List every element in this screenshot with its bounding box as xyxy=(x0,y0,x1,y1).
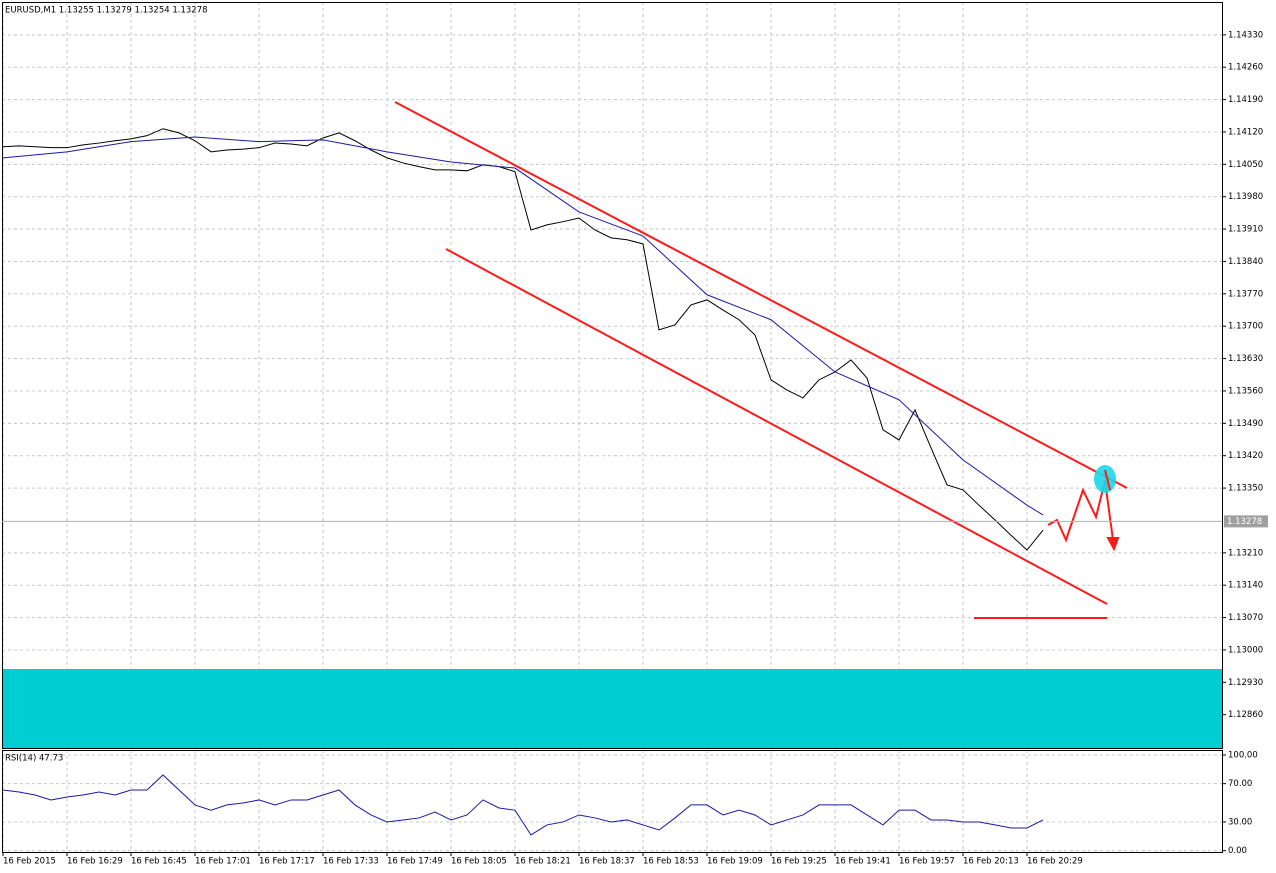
y-tick-label: 1.13980 xyxy=(1228,192,1263,202)
rsi-frame xyxy=(2,750,1223,853)
y-tick-label: 1.14050 xyxy=(1228,160,1263,170)
chart-title: EURUSD,M1 1.13255 1.13279 1.13254 1.1327… xyxy=(5,6,208,16)
y-tick-label: 1.13630 xyxy=(1228,354,1263,364)
x-tick-label: 16 Feb 16:29 xyxy=(67,857,123,867)
y-tick-label: 1.13490 xyxy=(1228,419,1263,429)
x-tick-label: 16 Feb 17:17 xyxy=(259,857,315,867)
x-tick-label: 16 Feb 2015 xyxy=(3,857,56,867)
touch-marker xyxy=(1094,465,1116,493)
x-tick-label: 16 Feb 18:37 xyxy=(579,857,635,867)
arrow-head xyxy=(1106,537,1120,552)
y-tick-label: 1.13840 xyxy=(1228,257,1263,267)
current-price-label: 1.13278 xyxy=(1227,517,1262,527)
trendline-lower xyxy=(445,248,1108,605)
x-tick-label: 16 Feb 19:25 xyxy=(771,857,827,867)
x-tick-label: 16 Feb 19:41 xyxy=(835,857,891,867)
x-tick-label: 16 Feb 18:53 xyxy=(643,857,699,867)
main-frame xyxy=(2,2,1223,749)
y-tick-label: 1.13420 xyxy=(1228,451,1263,461)
y-tick-label: 1.13350 xyxy=(1228,484,1263,494)
y-tick-label: 1.13070 xyxy=(1228,613,1263,623)
zone xyxy=(2,669,1222,748)
y-tick-label: 1.12930 xyxy=(1228,678,1263,688)
rsi-title: RSI(14) 47.73 xyxy=(5,754,63,764)
trendline-upper xyxy=(394,101,1128,489)
y-tick-label: 0.00 xyxy=(1228,846,1247,856)
x-tick-label: 16 Feb 18:21 xyxy=(515,857,571,867)
y-tick-label: 1.14260 xyxy=(1228,63,1263,73)
projection-touch xyxy=(1104,469,1111,491)
y-tick-label: 1.13210 xyxy=(1228,548,1263,558)
y-tick-label: 1.14330 xyxy=(1228,30,1263,40)
x-tick-label: 16 Feb 16:45 xyxy=(131,857,187,867)
x-tick-label: 16 Feb 20:13 xyxy=(963,857,1019,867)
y-tick-label: 30.00 xyxy=(1228,817,1252,827)
data-layer xyxy=(2,128,1044,836)
x-tick-label: 16 Feb 17:49 xyxy=(387,857,443,867)
frames xyxy=(2,2,1223,853)
y-tick-label: 1.13700 xyxy=(1228,322,1263,332)
moving-average xyxy=(2,136,1044,516)
y-tick-label: 1.12860 xyxy=(1228,710,1263,720)
x-tick-label: 16 Feb 19:09 xyxy=(707,857,763,867)
y-tick-label: 70.00 xyxy=(1228,779,1252,789)
y-tick-label: 1.14190 xyxy=(1228,95,1263,105)
y-tick-label: 1.13910 xyxy=(1228,225,1263,235)
grid-layer xyxy=(2,2,1222,852)
y-tick-label: 1.13000 xyxy=(1228,645,1263,655)
x-tick-label: 16 Feb 19:57 xyxy=(899,857,955,867)
rsi-line xyxy=(2,774,1044,836)
y-tick-label: 1.14120 xyxy=(1228,127,1263,137)
y-tick-label: 1.13770 xyxy=(1228,289,1263,299)
x-tick-label: 16 Feb 17:01 xyxy=(195,857,251,867)
x-tick-label: 16 Feb 18:05 xyxy=(451,857,507,867)
y-tick-label: 1.13560 xyxy=(1228,386,1263,396)
y-tick-label: 1.13140 xyxy=(1228,581,1263,591)
y-tick-label: 100.00 xyxy=(1228,750,1258,760)
x-tick-label: 16 Feb 20:29 xyxy=(1027,857,1083,867)
current-price-box xyxy=(1224,515,1268,528)
drawings xyxy=(394,101,1128,619)
x-tick-label: 16 Feb 17:33 xyxy=(323,857,379,867)
